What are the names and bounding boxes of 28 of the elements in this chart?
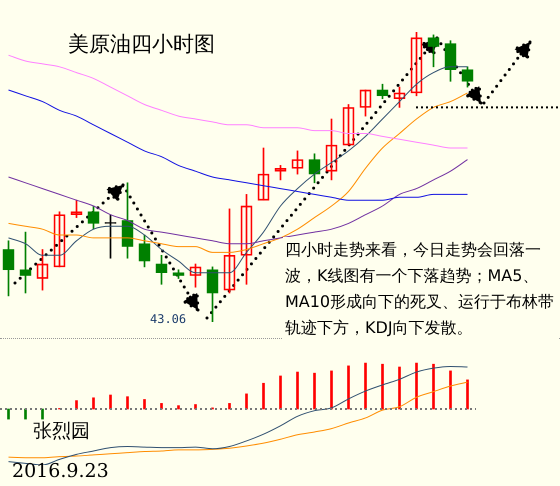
bar <box>228 403 231 410</box>
bar <box>92 397 95 410</box>
bar <box>330 370 333 410</box>
bar <box>24 408 27 420</box>
bar <box>177 405 180 410</box>
bar <box>245 394 248 410</box>
bar <box>296 372 299 410</box>
annotation: 四小时走势来看，今日走势会回落一波，K线图有一个下落趋势；MA5、MA10形成向下的死叉、运行于布林带轨迹下方，KDJ向下发散。 <box>283 237 559 341</box>
annotation: 张烈园 <box>33 419 90 444</box>
annotation: 43.06 <box>150 312 186 326</box>
bar <box>381 364 384 410</box>
bar <box>466 380 469 410</box>
bar <box>398 366 401 410</box>
bar <box>143 399 146 410</box>
bar <box>449 370 452 410</box>
bar <box>347 366 350 410</box>
annotation: 2016.9.23 <box>12 460 109 482</box>
bar <box>313 372 316 410</box>
bar <box>262 382 265 410</box>
chart-title: 美原油四小时图 <box>68 31 215 58</box>
bar <box>279 376 282 410</box>
bar <box>415 362 418 410</box>
bar <box>432 364 435 410</box>
bar <box>109 394 112 410</box>
bar <box>364 362 367 410</box>
bar <box>7 408 10 420</box>
bar <box>126 396 129 410</box>
bar <box>41 408 44 420</box>
